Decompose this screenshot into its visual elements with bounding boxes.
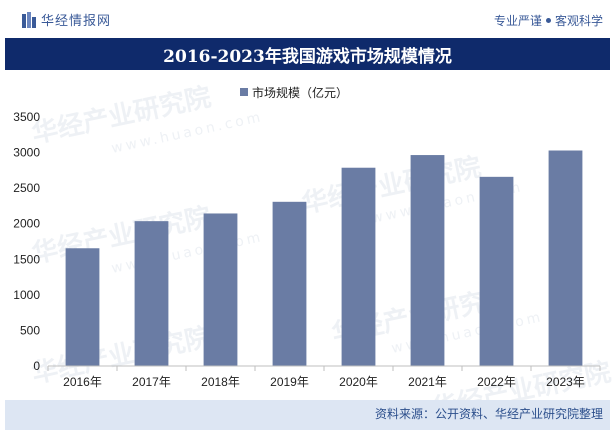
y-tick-label: 3500 [13,110,40,124]
brand-name: 华经情报网 [41,14,112,29]
brand: 华经情报网 [22,10,111,29]
x-tick-label: 2018年 [201,375,240,389]
legend: 市场规模（亿元） [240,85,348,100]
source-note: 资料来源：公开资料、华经产业研究院整理 [374,407,603,421]
chart-title-bar: 2016-2023年我国游戏市场规模情况 [5,38,610,70]
y-tick-label: 1500 [13,252,40,266]
tagline-left: 专业严谨 [493,14,542,28]
y-tick-label: 2500 [13,181,40,195]
x-tick-label: 2022年 [477,375,516,389]
y-tick-label: 0 [33,359,40,373]
chart-title: 2016-2023年我国游戏市场规模情况 [163,46,452,67]
brand-logo-icon [22,11,36,28]
bar [134,221,169,366]
legend-label: 市场规模（亿元） [252,85,348,100]
x-tick-label: 2017年 [132,375,171,389]
y-tick-label: 3000 [13,146,40,160]
bullet-dot-icon [545,18,551,23]
top-header: 华经情报网 专业严谨 客观科学 [0,0,615,36]
y-tick-label: 2000 [13,217,40,231]
bar [65,248,100,366]
bar-chart: 市场规模（亿元） 0 500 1000 1500 2000 2500 3000 3500 20… [13,85,601,389]
tagline: 专业严谨 客观科学 [494,12,603,29]
bars [65,150,583,366]
x-tick-label: 2023年 [546,375,585,389]
bar [410,155,445,366]
y-tick-label: 500 [20,323,40,337]
x-axis: 2016年 2017年 2018年 2019年 2020年 2021年 2022年 2023年 [47,365,601,389]
legend-swatch [240,88,248,96]
footer-bar [5,400,610,430]
y-tick-label: 1000 [13,288,40,302]
tagline-right: 客观科学 [554,14,603,28]
bar [203,213,238,366]
bar [479,176,514,366]
x-tick-label: 2021年 [408,375,447,389]
bar [272,201,307,366]
x-tick-label: 2019年 [270,375,309,389]
bar [341,167,376,366]
y-axis: 0 500 1000 1500 2000 2500 3000 3500 [13,110,40,373]
bar [548,150,583,366]
x-tick-label: 2016年 [63,375,102,389]
x-tick-label: 2020年 [339,375,378,389]
